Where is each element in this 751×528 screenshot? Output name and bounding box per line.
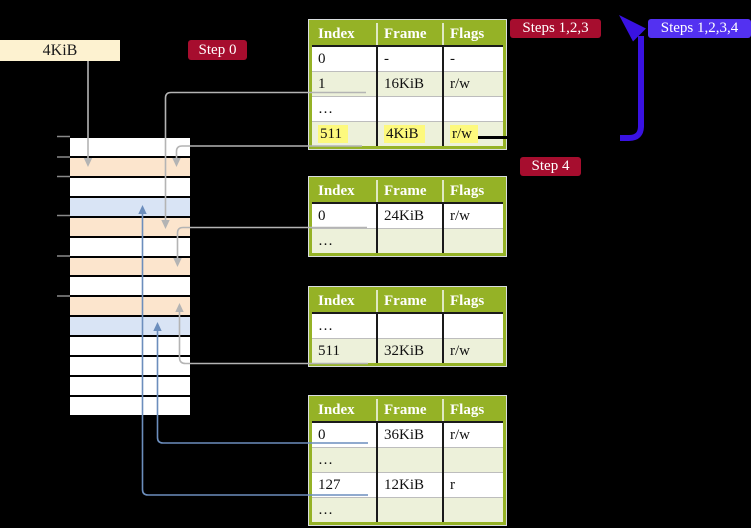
memory-frame-white — [70, 275, 190, 296]
table-cell: - — [450, 50, 455, 67]
table-cell: … — [310, 96, 378, 122]
table-cell: r/w — [450, 426, 470, 443]
table-cell — [443, 313, 505, 339]
page-table-level-3: Index Frame Flags … 511 32KiB r/w — [309, 287, 506, 366]
page-size-label: 4KiB — [42, 41, 78, 59]
memory-frame-white — [70, 235, 190, 256]
memory-frame-blue — [70, 195, 190, 216]
column-header-flags: Flags — [443, 288, 505, 314]
table-cell: … — [310, 497, 378, 524]
column-header-flags: Flags — [443, 397, 505, 423]
table-cell: … — [310, 447, 378, 473]
table-cell: 0 — [310, 422, 378, 448]
memory-frame-white — [70, 355, 190, 376]
table-cell — [443, 447, 505, 473]
page-table-level-4-table: Index Frame Flags 0 36KiB r/w… 127 12KiB r… — [309, 396, 506, 525]
page-size-box: 4KiB — [0, 40, 120, 61]
table-cell — [377, 497, 444, 524]
physical-memory-strip — [70, 136, 190, 417]
steps1234-label: Steps 1,2,3,4 — [648, 19, 751, 38]
column-header-frame: Frame — [377, 288, 444, 314]
column-header-frame: Frame — [377, 21, 444, 47]
step0-label: Step 0 — [188, 40, 247, 60]
table-cell: 127 — [310, 472, 378, 498]
table-cell — [443, 497, 505, 524]
memory-frame-orange — [70, 255, 190, 276]
table-row: … — [310, 228, 505, 255]
column-header-index: Index — [310, 178, 378, 204]
memory-frame-orange — [70, 295, 190, 316]
table-cell: 24KiB — [377, 203, 444, 229]
table-row: 0 24KiB r/w — [310, 203, 505, 229]
table-row: … — [310, 447, 505, 473]
table-row: 127 12KiB r — [310, 472, 505, 498]
table-cell: r — [443, 472, 505, 498]
memory-frame-white — [70, 394, 190, 415]
memory-frame-white — [70, 335, 190, 356]
table-cell — [377, 96, 444, 122]
table-row: 0-- — [310, 46, 505, 72]
table-cell: … — [310, 228, 378, 255]
column-header-index: Index — [310, 288, 378, 314]
column-header-flags: Flags — [443, 21, 505, 47]
table-cell: r/w — [443, 71, 505, 97]
page-table-level-2-table: Index Frame Flags 0 24KiB r/w … — [309, 177, 506, 256]
table-cell: 36KiB — [377, 422, 444, 448]
column-header-flags: Flags — [443, 178, 505, 204]
table-cell: - — [377, 46, 444, 72]
table-row: 1 16KiB r/w — [310, 71, 505, 97]
table-row: 511 32KiB r/w — [310, 338, 505, 365]
memory-frame-blue — [70, 315, 190, 336]
memory-frame-orange — [70, 155, 190, 176]
column-header-frame: Frame — [377, 397, 444, 423]
table-cell: 16KiB — [377, 71, 444, 97]
table-cell — [377, 313, 444, 339]
steps123-label: Steps 1,2,3 — [510, 19, 601, 38]
table-cell — [443, 96, 505, 122]
table-cell — [443, 228, 505, 255]
column-header-index: Index — [310, 21, 378, 47]
table-row: 511 4KiB r/w — [310, 121, 505, 148]
memory-frame-white — [70, 375, 190, 395]
page-table-level-1-table: Index Frame Flags 0- -1 16KiB r/w… 511 4KiB r/w — [309, 20, 506, 149]
table-cell: 511 — [310, 338, 378, 365]
table-cell: 1 — [310, 71, 378, 97]
memory-frame-orange — [70, 215, 190, 236]
highlighted-value: r/w — [450, 124, 478, 143]
table-row: … — [310, 96, 505, 122]
strip-tick-marks — [57, 135, 70, 297]
violet-loop-arrow — [619, 15, 646, 141]
table-cell: r/w — [450, 207, 470, 224]
table-cell: 0 — [310, 46, 378, 72]
table-cell: r/w — [443, 121, 505, 148]
table-cell — [377, 447, 444, 473]
highlighted-value: 511 — [318, 124, 348, 143]
table-cell: 4KiB — [377, 121, 444, 148]
table-cell: 511 — [310, 121, 378, 148]
table-row: … — [310, 313, 505, 339]
memory-frame-white — [70, 175, 190, 196]
page-table-level-2: Index Frame Flags 0 24KiB r/w … — [309, 177, 506, 256]
page-table-level-1: Index Frame Flags 0- -1 16KiB r/w… 511 4KiB r/w — [309, 20, 506, 149]
page-table-level-3-table: Index Frame Flags … 511 32KiB r/w — [309, 287, 506, 366]
highlighted-value: 4KiB — [384, 124, 425, 143]
column-header-frame: Frame — [377, 178, 444, 204]
table-row: … — [310, 497, 505, 524]
table-cell: r/w — [443, 338, 505, 365]
table-cell: 12KiB — [377, 472, 444, 498]
table-cell: 0 — [310, 203, 378, 229]
step4-label: Step 4 — [520, 157, 581, 176]
table-cell: 32KiB — [377, 338, 444, 365]
table-row: 0 36KiB r/w — [310, 422, 505, 448]
page-table-level-4: Index Frame Flags 0 36KiB r/w… 127 12KiB r… — [309, 396, 506, 525]
table-cell — [377, 228, 444, 255]
table-cell: … — [310, 313, 378, 339]
arrowhead-up-left-icon — [619, 15, 646, 42]
memory-frame-white — [70, 136, 190, 156]
column-header-index: Index — [310, 397, 378, 423]
